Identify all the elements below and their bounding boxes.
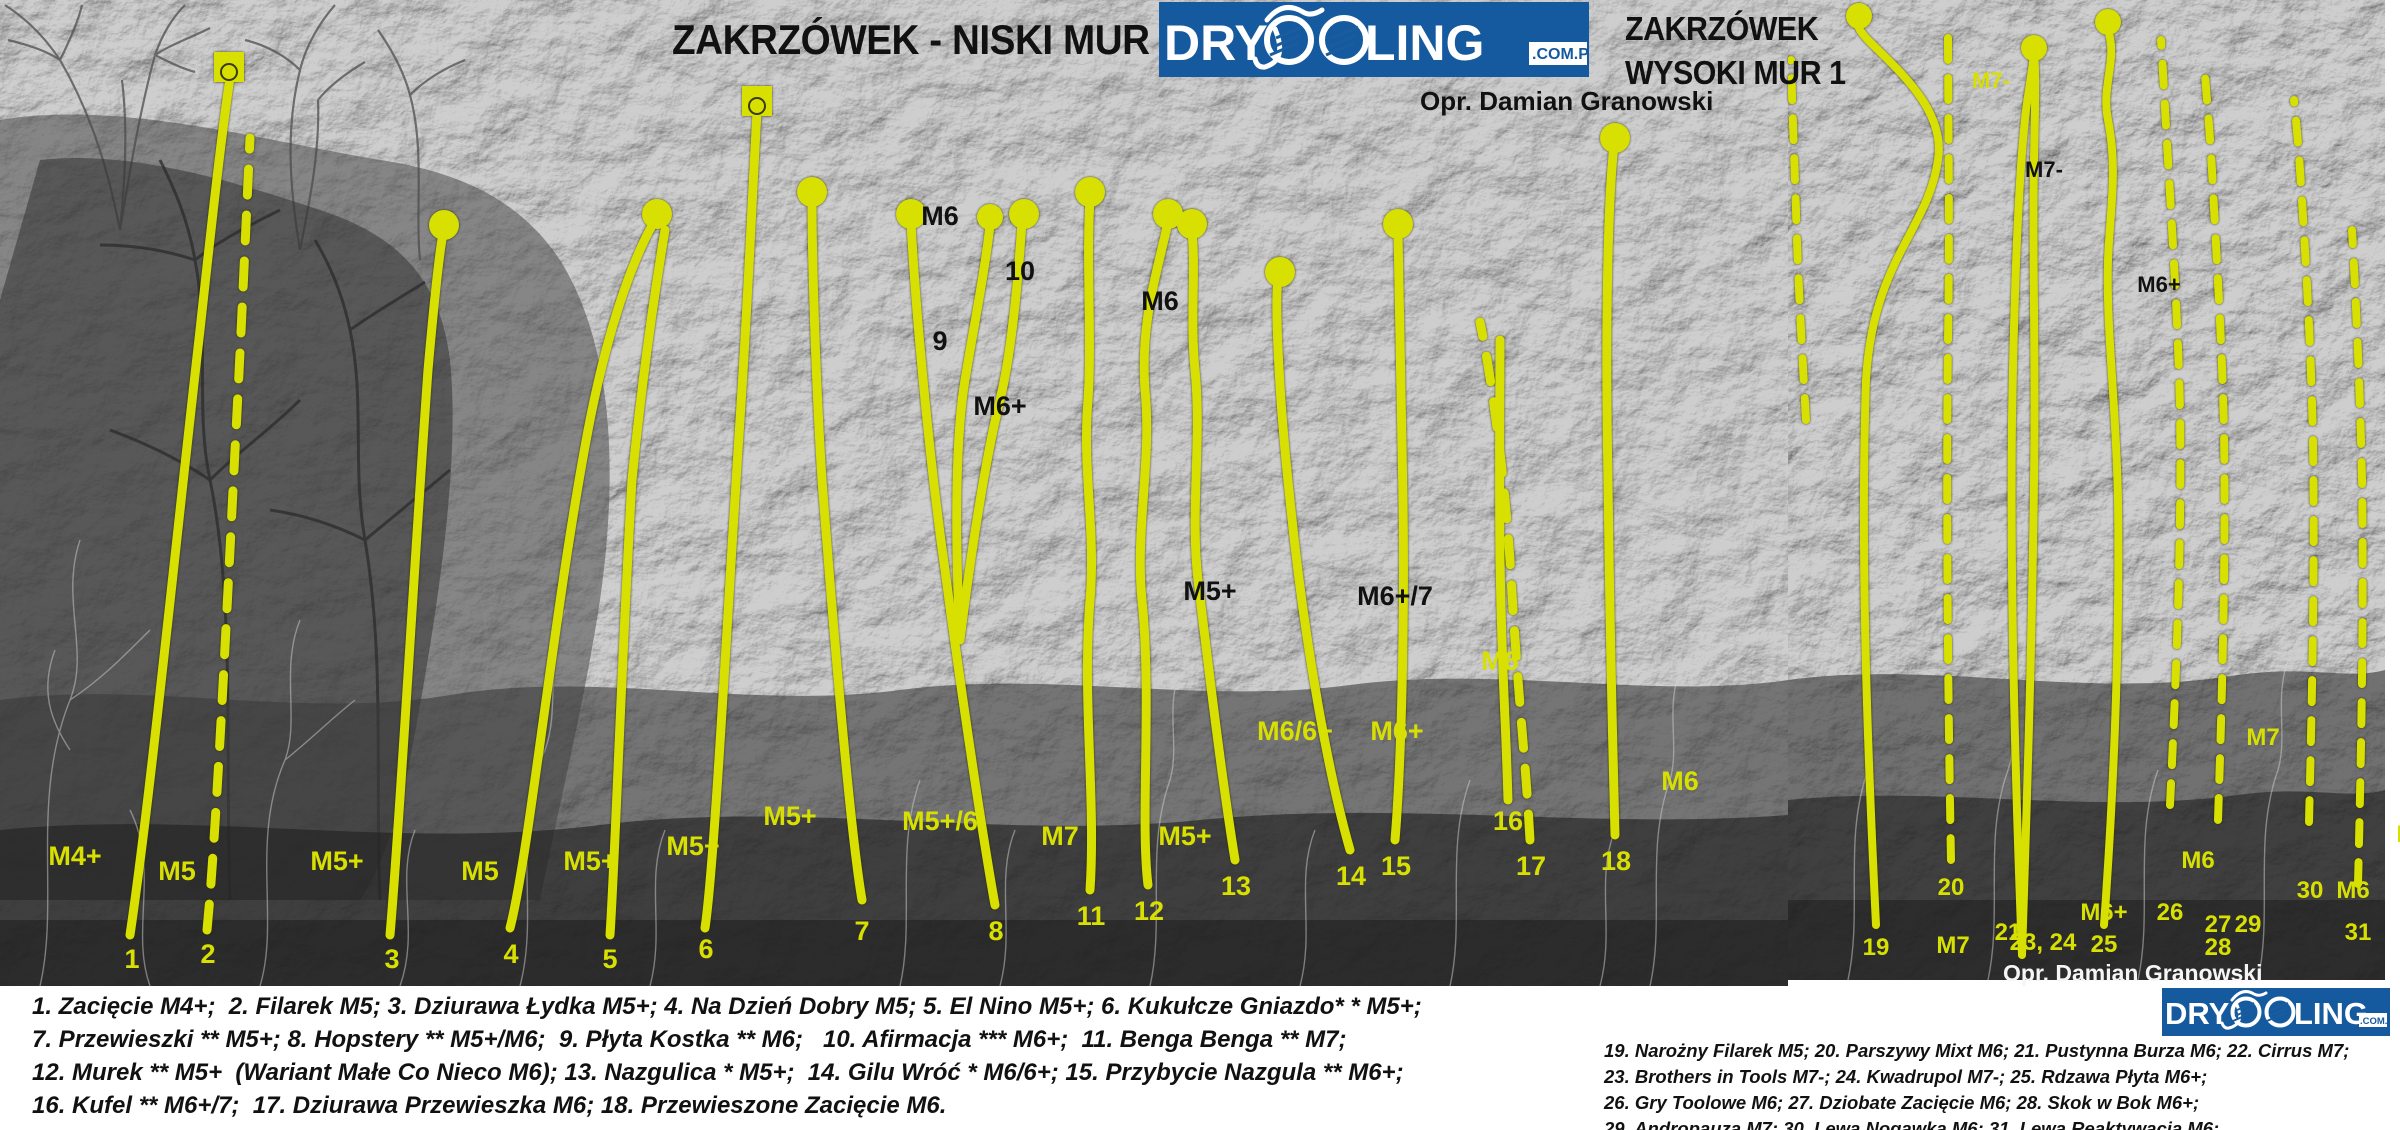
svg-text:M6: M6 — [2181, 847, 2214, 874]
svg-text:M5+: M5+ — [563, 846, 616, 876]
svg-text:.COM.PL: .COM.PL — [2360, 1016, 2390, 1027]
svg-text:11: 11 — [1077, 901, 1106, 931]
svg-text:M6+: M6+ — [1370, 716, 1423, 746]
svg-text:M6: M6 — [2396, 821, 2400, 848]
svg-text:M6+: M6+ — [973, 391, 1026, 421]
svg-text:M6: M6 — [2336, 877, 2369, 904]
svg-text:7: 7 — [854, 916, 869, 946]
svg-text:.COM.PL: .COM.PL — [1532, 46, 1589, 63]
svg-text:M5: M5 — [461, 856, 499, 886]
svg-text:M7: M7 — [1936, 932, 1969, 959]
svg-text:19: 19 — [1863, 934, 1890, 961]
svg-text:LING: LING — [2294, 996, 2368, 1031]
svg-text:26: 26 — [2157, 899, 2184, 926]
svg-text:M6: M6 — [1661, 766, 1699, 796]
svg-text:M7-: M7- — [2025, 157, 2063, 182]
svg-text:M6+: M6+ — [2137, 272, 2180, 297]
svg-text:15: 15 — [1381, 851, 1411, 881]
svg-text:M5: M5 — [158, 856, 196, 886]
svg-text:17: 17 — [1516, 851, 1546, 881]
svg-text:4: 4 — [503, 939, 518, 969]
svg-text:23, 24: 23, 24 — [2010, 929, 2077, 956]
svg-text:M5+: M5+ — [1183, 576, 1236, 606]
svg-text:30: 30 — [2297, 877, 2324, 904]
svg-text:M4+: M4+ — [48, 841, 101, 871]
svg-text:M6+: M6+ — [2080, 899, 2127, 926]
svg-text:28: 28 — [2205, 934, 2232, 961]
svg-text:31: 31 — [2345, 919, 2372, 946]
svg-text:DRY: DRY — [1164, 15, 1268, 71]
svg-text:M5+: M5+ — [666, 831, 719, 861]
svg-text:M6/6+: M6/6+ — [1257, 716, 1333, 746]
svg-text:M6: M6 — [1481, 646, 1519, 676]
svg-text:M5+: M5+ — [763, 801, 816, 831]
svg-text:M6: M6 — [1141, 286, 1179, 316]
svg-text:10: 10 — [1005, 256, 1035, 286]
svg-text:5: 5 — [602, 944, 617, 974]
svg-text:DRY: DRY — [2165, 996, 2230, 1031]
svg-text:M7: M7 — [1041, 821, 1079, 851]
svg-text:M6+/7: M6+/7 — [1357, 581, 1433, 611]
svg-text:M5+: M5+ — [1158, 821, 1211, 851]
svg-text:LING: LING — [1365, 15, 1484, 71]
svg-text:2: 2 — [200, 939, 215, 969]
svg-text:8: 8 — [988, 916, 1003, 946]
svg-text:18: 18 — [1601, 846, 1631, 876]
svg-text:13: 13 — [1221, 871, 1251, 901]
svg-text:9: 9 — [932, 326, 947, 356]
svg-text:M7: M7 — [2246, 724, 2279, 751]
svg-text:M7-: M7- — [1972, 68, 2010, 93]
svg-text:14: 14 — [1336, 861, 1366, 891]
svg-text:M5+/6: M5+/6 — [902, 806, 978, 836]
svg-text:6: 6 — [698, 934, 713, 964]
svg-text:1: 1 — [124, 944, 139, 974]
svg-text:29: 29 — [2235, 911, 2262, 938]
svg-text:M6: M6 — [921, 201, 959, 231]
svg-text:3: 3 — [384, 944, 399, 974]
svg-text:16: 16 — [1493, 806, 1523, 836]
svg-text:20: 20 — [1938, 874, 1965, 901]
svg-text:12: 12 — [1134, 896, 1164, 926]
svg-text:25: 25 — [2091, 931, 2118, 958]
svg-text:M5+: M5+ — [310, 846, 363, 876]
